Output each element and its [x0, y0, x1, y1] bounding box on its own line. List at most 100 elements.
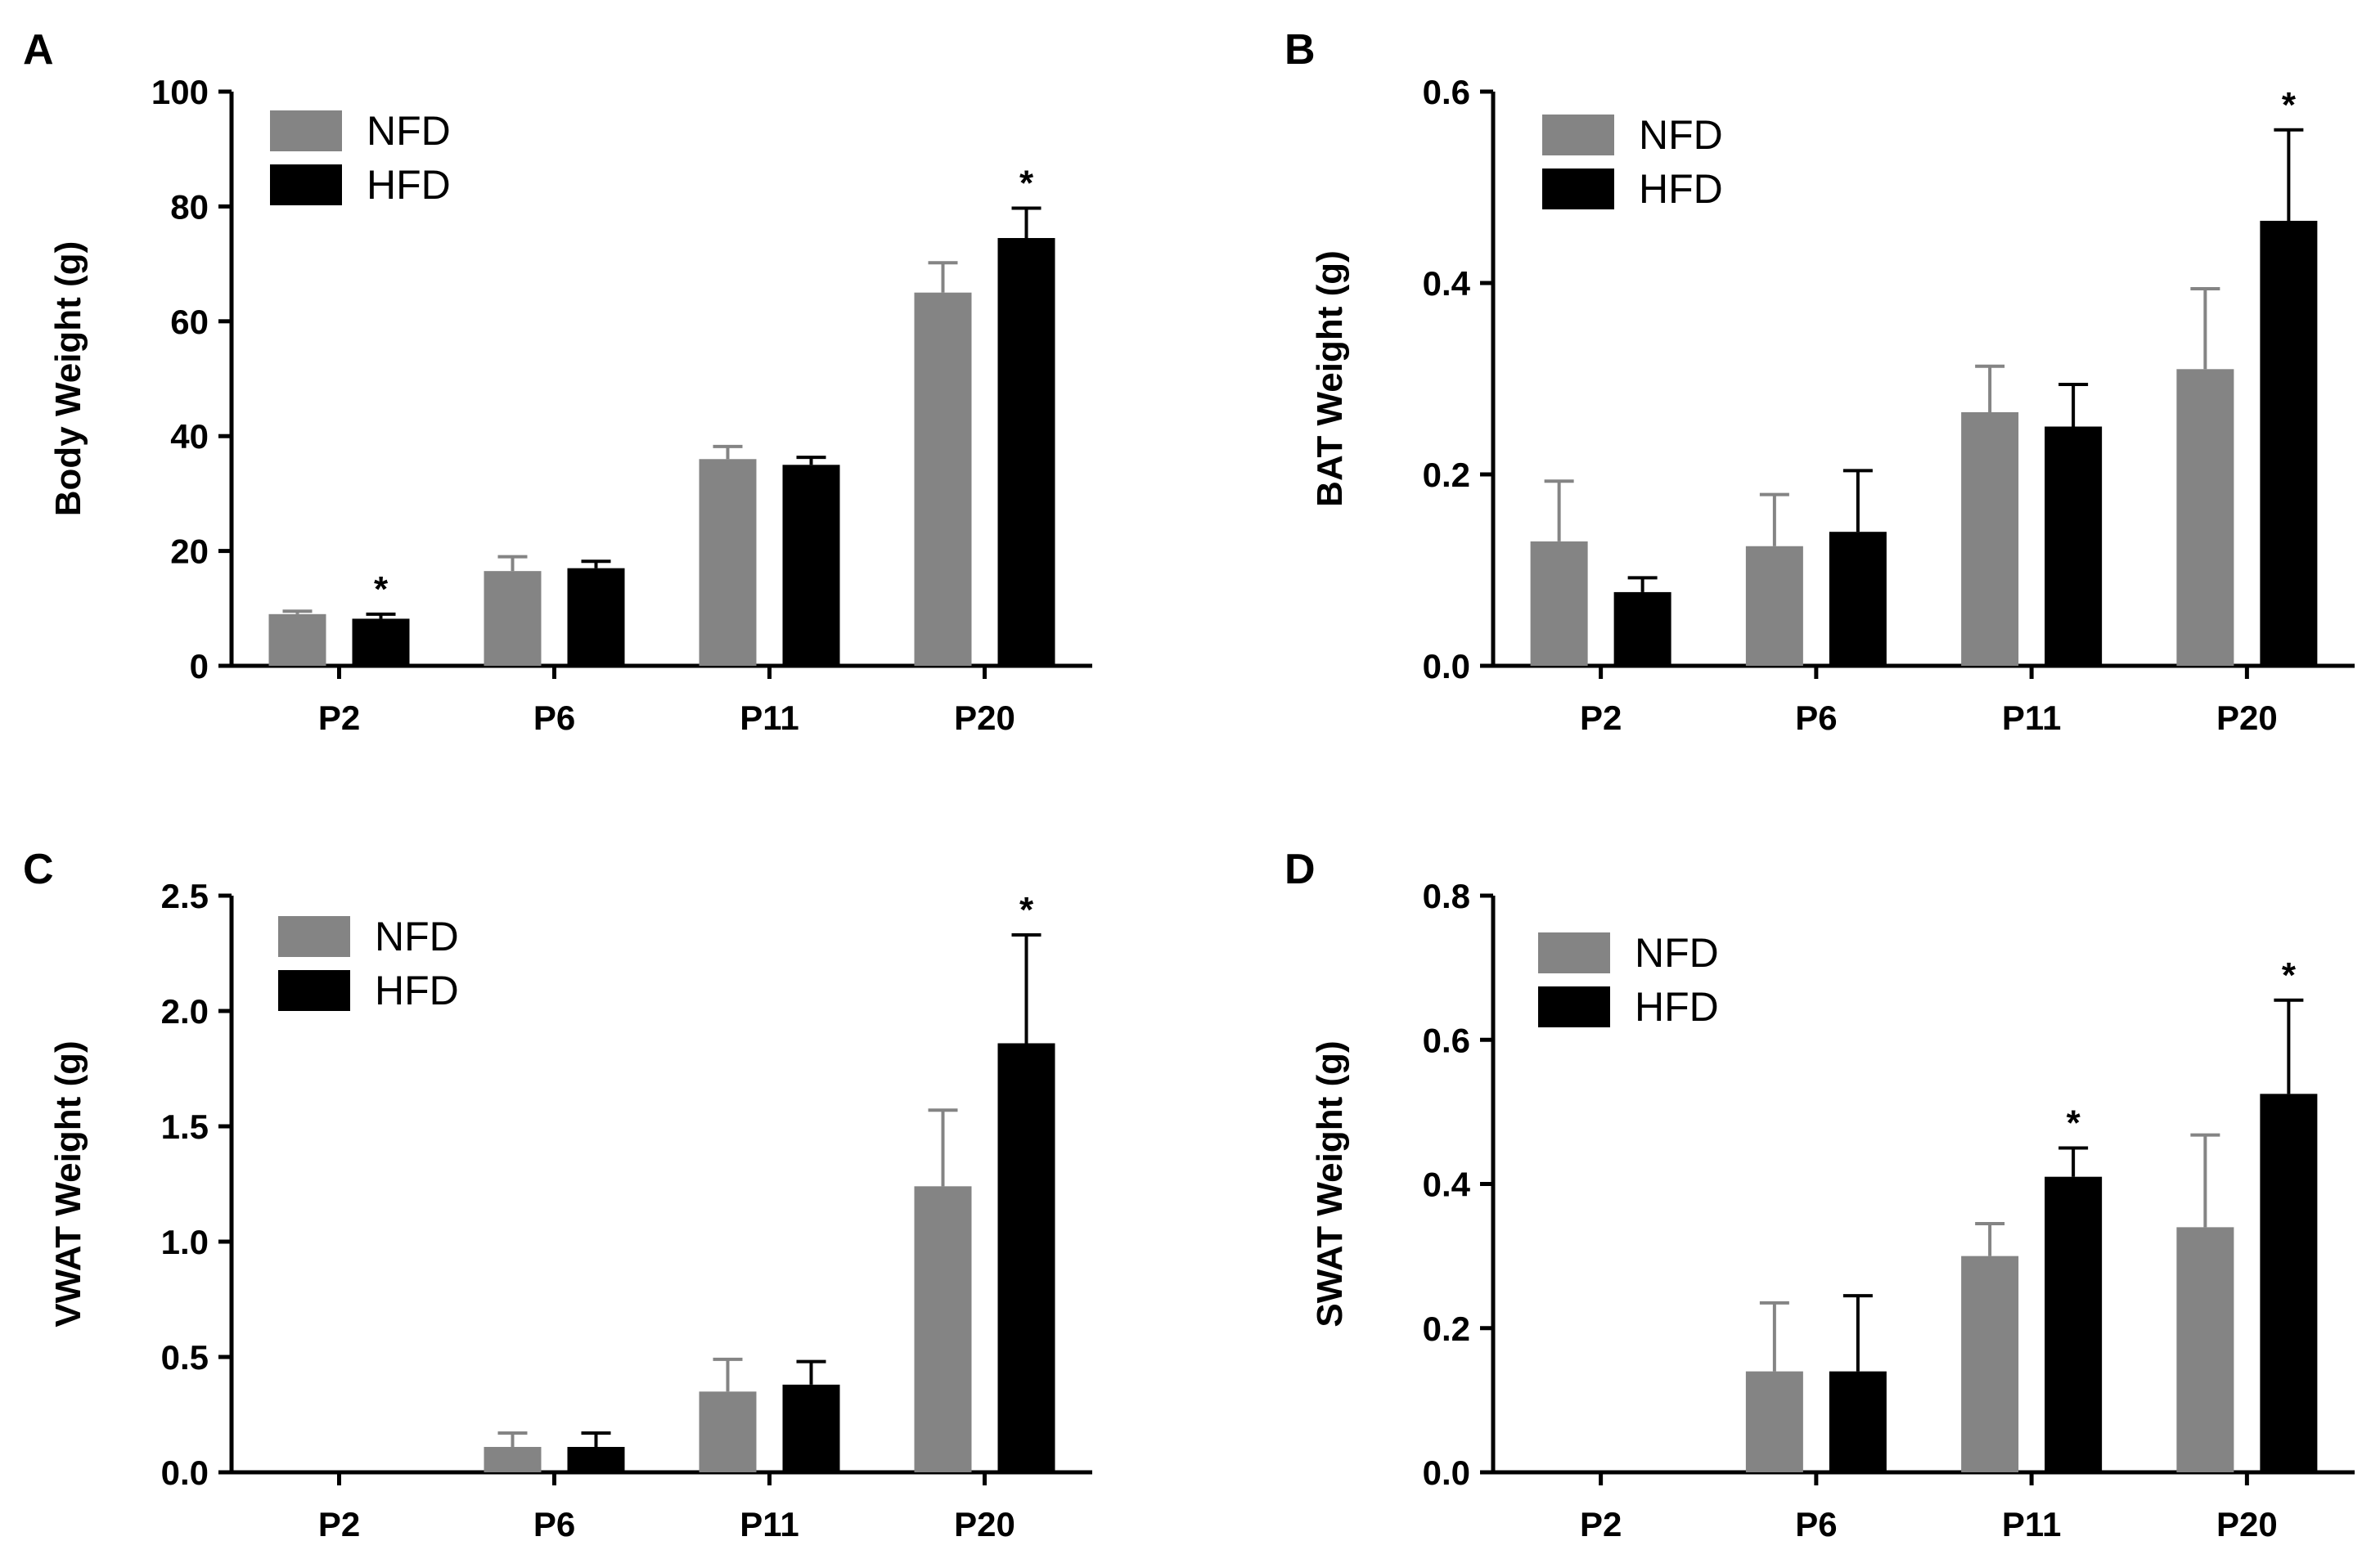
bar-hfd-p6 — [1829, 532, 1887, 666]
legend-swatch-nfd — [1542, 115, 1614, 155]
y-tick-label: 60 — [170, 303, 209, 341]
legend-swatch-hfd — [270, 164, 342, 205]
bar-nfd-p6 — [484, 571, 542, 666]
panel-letter: B — [1284, 26, 1316, 74]
bar-nfd-p11 — [1961, 1256, 2019, 1472]
legend-swatch-nfd — [278, 916, 350, 957]
y-tick-label: 0.0 — [1423, 647, 1470, 685]
x-tick-label: P20 — [954, 1505, 1015, 1543]
y-tick-label: 0.0 — [161, 1453, 209, 1492]
panel-b: B 0.0 0.2 0.4 0.6 BAT Weight (g) P2 P6 P11 P20 * NF… — [1284, 26, 2355, 737]
y-tick-label: 0.2 — [1423, 1310, 1470, 1348]
legend-label: HFD — [1639, 166, 1723, 212]
y-tick-label: 2.0 — [161, 992, 209, 1031]
bar-hfd-p11 — [2045, 1176, 2103, 1472]
significance-marker: * — [2067, 1103, 2081, 1143]
x-tick-label: P2 — [318, 1505, 360, 1543]
panel-a: A 0 20 40 60 80 100 Body Weight (g) P2 * P6 P11 P20 *… — [23, 26, 1092, 737]
x-tick-label: P11 — [740, 1505, 799, 1543]
x-tick-label: P11 — [2002, 699, 2061, 737]
x-tick-label: P2 — [318, 699, 360, 737]
legend-label: NFD — [367, 108, 451, 154]
bar-hfd-p11 — [782, 1384, 840, 1472]
bar-nfd-p20 — [914, 292, 972, 666]
x-tick-label: P2 — [1580, 699, 1622, 737]
y-tick-label: 0.6 — [1423, 1021, 1470, 1059]
legend-swatch-hfd — [278, 970, 350, 1011]
bar-nfd-p6 — [1745, 1371, 1803, 1472]
y-tick-label: 1.0 — [161, 1223, 209, 1261]
bar-hfd-p11 — [2045, 426, 2103, 666]
bar-hfd-p2 — [1613, 591, 1671, 666]
y-tick-label: 0.8 — [1423, 877, 1470, 915]
x-tick-label: P11 — [2002, 1505, 2061, 1543]
bar-nfd-p11 — [699, 459, 757, 666]
y-tick-label: 2.5 — [161, 877, 209, 915]
bar-nfd-p6 — [484, 1446, 542, 1472]
y-tick-label: 0.2 — [1423, 456, 1470, 494]
bar-nfd-p2 — [268, 613, 326, 666]
y-tick-label: 20 — [170, 532, 209, 571]
significance-marker: * — [374, 569, 389, 609]
x-tick-label: P20 — [954, 699, 1015, 737]
significance-marker: * — [2282, 85, 2297, 125]
panel-letter: D — [1284, 846, 1316, 893]
bar-hfd-p20 — [997, 1043, 1055, 1472]
bar-hfd-p11 — [782, 465, 840, 666]
bar-hfd-p6 — [567, 568, 625, 666]
legend-label: NFD — [375, 914, 459, 959]
significance-marker: * — [2282, 955, 2297, 995]
x-tick-label: P2 — [1580, 1505, 1622, 1543]
panel-letter: C — [23, 846, 54, 893]
y-tick-label: 100 — [151, 73, 209, 111]
y-tick-label: 0.4 — [1423, 1166, 1471, 1204]
legend-label: NFD — [1635, 930, 1719, 976]
bar-nfd-p11 — [699, 1391, 757, 1472]
bar-nfd-p20 — [2176, 369, 2234, 666]
y-axis-title: BAT Weight (g) — [1310, 250, 1350, 507]
bar-nfd-p20 — [914, 1186, 972, 1472]
y-tick-label: 0.5 — [161, 1338, 209, 1377]
bar-hfd-p20 — [997, 238, 1055, 666]
bar-nfd-p20 — [2176, 1227, 2234, 1472]
y-tick-label: 0 — [190, 647, 209, 685]
y-axis-title: VWAT Weight (g) — [48, 1040, 88, 1327]
bar-nfd-p11 — [1961, 411, 2019, 666]
bar-hfd-p6 — [567, 1446, 625, 1472]
y-tick-label: 0.4 — [1423, 264, 1471, 303]
x-tick-label: P6 — [533, 699, 575, 737]
x-tick-label: P20 — [2216, 699, 2278, 737]
legend-swatch-hfd — [1542, 168, 1614, 209]
y-axis-title: Body Weight (g) — [48, 241, 88, 516]
x-tick-label: P11 — [740, 699, 799, 737]
significance-marker: * — [1019, 890, 1034, 930]
x-tick-label: P6 — [1795, 1505, 1837, 1543]
panel-letter: A — [23, 26, 54, 74]
legend-label: NFD — [1639, 112, 1723, 158]
x-tick-label: P6 — [533, 1505, 575, 1543]
x-tick-label: P20 — [2216, 1505, 2278, 1543]
bar-hfd-p6 — [1829, 1371, 1887, 1472]
bar-nfd-p2 — [1530, 541, 1588, 666]
y-tick-label: 1.5 — [161, 1107, 209, 1146]
y-axis-title: SWAT Weight (g) — [1310, 1040, 1350, 1327]
panel-d: D 0.0 0.2 0.4 0.6 0.8 SWAT Weight (g) P2 P6 P11 * P… — [1284, 846, 2355, 1543]
panel-c: C 0.0 0.5 1.0 1.5 2.0 2.5 VWAT Weight (g) P2 P6 P1… — [23, 846, 1092, 1543]
bar-nfd-p6 — [1745, 546, 1803, 666]
legend-label: HFD — [375, 968, 459, 1013]
legend-swatch-nfd — [270, 110, 342, 151]
y-tick-label: 0.0 — [1423, 1453, 1470, 1492]
legend-swatch-hfd — [1538, 986, 1610, 1027]
bar-hfd-p20 — [2260, 220, 2318, 666]
x-tick-label: P6 — [1795, 699, 1837, 737]
bar-hfd-p2 — [352, 618, 410, 666]
bar-hfd-p20 — [2260, 1094, 2318, 1472]
y-tick-label: 0.6 — [1423, 73, 1470, 111]
y-tick-label: 80 — [170, 187, 209, 226]
legend-label: HFD — [367, 162, 451, 208]
legend-swatch-nfd — [1538, 932, 1610, 973]
significance-marker: * — [1019, 164, 1034, 204]
y-tick-label: 40 — [170, 417, 209, 456]
legend-label: HFD — [1635, 984, 1719, 1030]
